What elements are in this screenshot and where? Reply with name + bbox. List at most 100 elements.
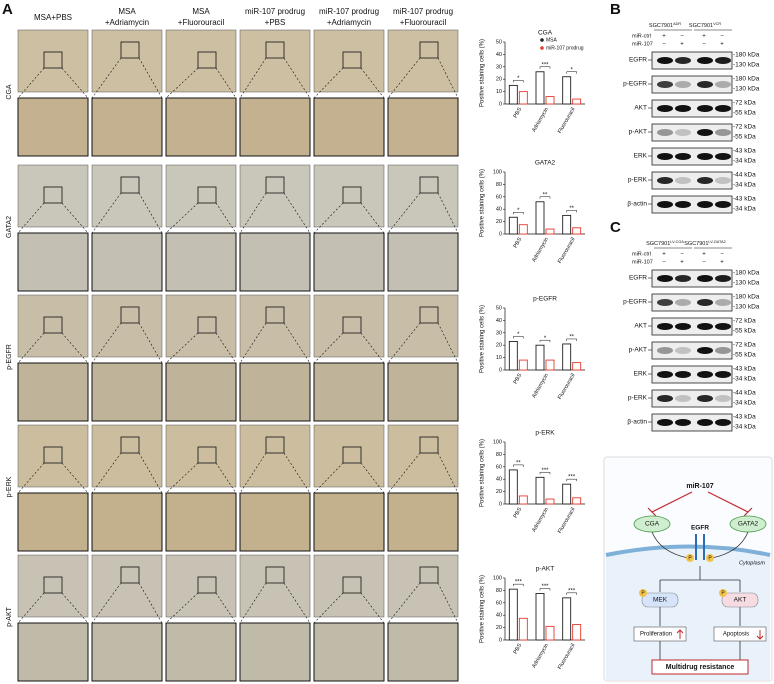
ihc-high: [239, 492, 311, 552]
zoom-box: [342, 51, 362, 69]
bar: [572, 624, 582, 641]
sig-label: *: [570, 67, 573, 73]
chart-title: GATA2: [535, 160, 556, 167]
ihc-low: [165, 294, 237, 358]
phospho: [686, 554, 694, 562]
blot-frame: [651, 123, 733, 142]
sig-label: **: [569, 206, 574, 212]
sig-label: ***: [568, 588, 576, 594]
sig-label: ***: [541, 468, 549, 474]
blot-frame: [651, 365, 733, 384]
zoom-line: [165, 592, 199, 624]
column-header: +Adriamycin: [327, 18, 371, 27]
chart-title: CGA: [538, 30, 553, 37]
group-name: SGC7901: [684, 241, 708, 247]
legend-dot: [540, 38, 544, 42]
sig-label: *: [517, 332, 520, 338]
blot-label: p-ERK: [628, 177, 648, 184]
y-tick-label: 10: [496, 89, 502, 95]
zoom-line: [61, 202, 89, 234]
kda-marker: -55 kDa: [733, 328, 756, 335]
zoom-box: [197, 51, 217, 69]
condition-sign: +: [662, 252, 666, 258]
row-label: p-ERK: [6, 476, 13, 497]
zoom-line: [165, 462, 199, 494]
phospho-label: P: [721, 590, 725, 596]
zoom-line: [313, 67, 344, 99]
x-tick-label: Fluorouracil: [557, 643, 577, 671]
column-header: MSA: [192, 7, 210, 16]
sig-label: **: [516, 460, 521, 466]
zoom-box: [120, 41, 140, 59]
y-tick-label: 20: [496, 343, 502, 349]
kda-marker: -43 kDa: [733, 414, 756, 421]
group-name: SGC7901: [689, 23, 713, 29]
blot-band: [675, 275, 691, 282]
ihc-high: [239, 232, 311, 292]
blot-frame: [651, 269, 733, 288]
blot-label: p-ERK: [628, 395, 648, 402]
y-tick-label: 60: [496, 464, 502, 470]
zoom-box: [419, 566, 439, 584]
column-header: MSA: [118, 7, 136, 16]
blot-label: p-AKT: [629, 129, 647, 136]
zoom-box: [419, 41, 439, 59]
zoom-box: [265, 436, 285, 454]
y-tick-label: 40: [496, 207, 502, 213]
blot-band: [675, 81, 691, 88]
blot-band: [675, 323, 691, 330]
blot-band: [715, 395, 731, 402]
phospho: [719, 589, 727, 597]
kda-marker: -43 kDa: [733, 196, 756, 203]
zoom-box: [120, 566, 140, 584]
membrane: [605, 544, 771, 557]
ihc-high: [313, 622, 385, 682]
blot-band: [657, 275, 673, 282]
kda-marker: -130 kDa: [733, 86, 760, 93]
ihc-low: [239, 554, 311, 618]
bar: [535, 201, 545, 235]
condition-sign: −: [680, 252, 684, 258]
zoom-line: [17, 592, 45, 624]
blot-band: [697, 299, 713, 306]
condition-sign: +: [720, 260, 724, 266]
zoom-line: [313, 592, 344, 624]
condition-sign: +: [720, 42, 724, 48]
y-tick-label: 0: [499, 367, 502, 373]
blot-frame: [651, 51, 733, 70]
bar: [562, 483, 572, 505]
blot-label: β-actin: [627, 419, 647, 426]
kinase-label: MEK: [653, 597, 668, 604]
condition-sign: +: [680, 42, 684, 48]
sig-bracket: [566, 478, 577, 482]
column-header: miR-107 prodrug: [245, 7, 305, 16]
ihc-low: [17, 554, 89, 618]
zoom-line: [61, 332, 89, 364]
kda-marker: -43 kDa: [733, 366, 756, 373]
y-tick-label: 60: [496, 600, 502, 606]
blot-band: [675, 299, 691, 306]
zoom-line: [387, 192, 421, 234]
y-tick-label: 80: [496, 182, 502, 188]
bar: [535, 476, 545, 505]
bar: [572, 362, 582, 371]
blot-band: [715, 105, 731, 112]
compartment-label: Cytoplasm: [739, 560, 765, 566]
zoom-box: [419, 306, 439, 324]
x-tick-label: PBS: [513, 372, 524, 385]
zoom-line: [61, 462, 89, 494]
sig-label: *: [517, 76, 520, 82]
blot-band: [697, 201, 713, 208]
chart-title: p-AKT: [536, 566, 554, 573]
regulator: miR-107: [686, 483, 713, 490]
kda-marker: -180 kDa: [733, 294, 760, 301]
zoom-line: [437, 57, 459, 99]
bar: [545, 498, 555, 505]
x-tick-label: PBS: [513, 642, 524, 655]
ihc-low: [91, 164, 163, 228]
column-header: +Fluorouracil: [400, 18, 447, 27]
blot-band: [697, 371, 713, 378]
blot-band: [715, 371, 731, 378]
blot-band: [657, 105, 673, 112]
ihc-low: [91, 554, 163, 618]
